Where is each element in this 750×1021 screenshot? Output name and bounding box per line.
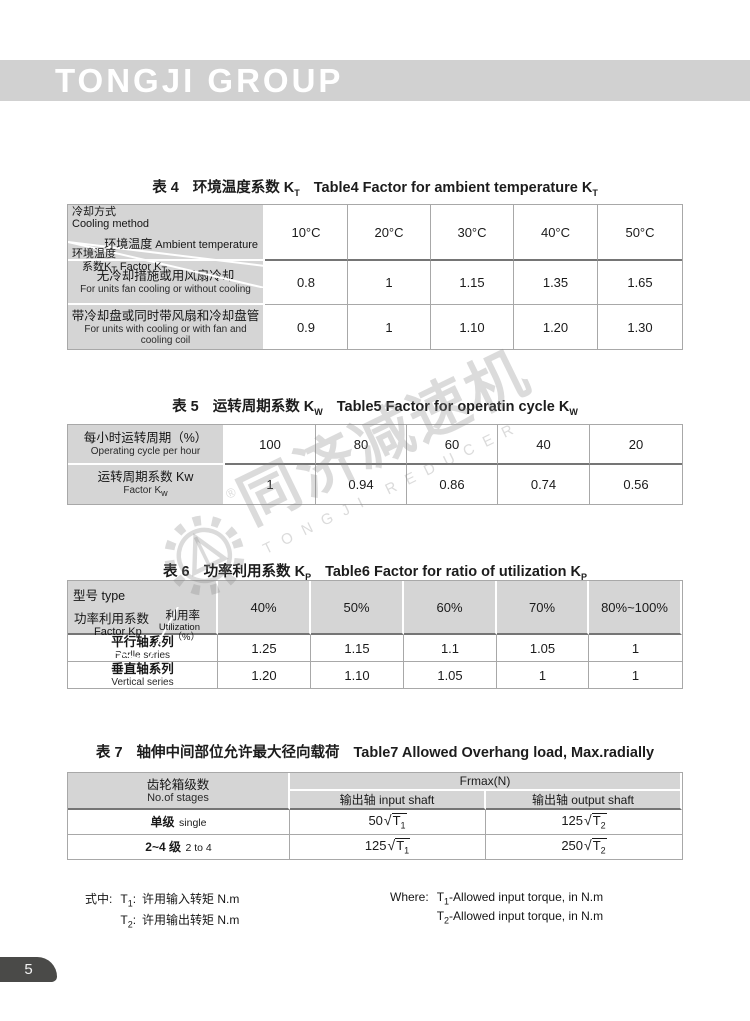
table5-title: 表 5 运转周期系数 KW Table5 Factor for operatin c…	[172, 399, 578, 417]
value-cell: 1.15	[311, 635, 404, 662]
table7-frmax-header: Frmax(N)	[290, 773, 682, 791]
table6-row-label: 垂直轴系列 Vertical series	[68, 662, 218, 688]
value-cell: 0.86	[407, 465, 498, 504]
corner-label-type: 型号 type	[73, 589, 126, 603]
value-cell: 40	[498, 425, 590, 465]
table-row: 带冷却盘或同时带风扇和冷却盘管 For units with cooling o…	[68, 305, 682, 349]
table6-title: 表 6 功率利用系数 KP Table6 Factor for ratio of u…	[162, 564, 588, 582]
company-title: TONGJI GROUP	[55, 62, 344, 99]
value-cell: 0.74	[498, 465, 590, 504]
table7-input-shaft-header: 输出轴 input shaft	[290, 791, 486, 810]
table4-row-label: 带冷却盘或同时带风扇和冷却盘管 For units with cooling o…	[68, 305, 265, 349]
table4-col-header: 10°C	[265, 205, 348, 261]
table-row: 平行轴系列 Parlle series 1.25 1.15 1.1 1.05 1	[68, 635, 682, 662]
header-bar: TONGJI GROUP	[0, 60, 750, 101]
table6: 功率利用系数 Factor Kp 利用率 Utilization （%） 型号 …	[67, 580, 683, 689]
value-cell: 1	[225, 465, 316, 504]
value-cell: 1.25	[218, 635, 311, 662]
value-cell: 1.05	[404, 662, 497, 688]
table4: 环境温度 Ambient temperature 环境温度 系数KT Facto…	[67, 204, 683, 350]
value-cell: 50√T1	[290, 810, 486, 835]
value-cell: 1	[348, 305, 431, 349]
table4-col-header: 50°C	[598, 205, 682, 261]
table-row: 2~4 级 2 to 4 125√T1 250√T2	[68, 835, 682, 859]
table7-stages-header: 齿轮箱级数 No.of stages	[68, 773, 290, 810]
corner-label-ambient: 环境温度 Ambient temperature	[104, 237, 258, 251]
diagonal-divider-lines	[68, 607, 179, 661]
value-cell: 125√T2	[486, 810, 682, 835]
table-row: 垂直轴系列 Vertical series 1.20 1.10 1.05 1 1	[68, 662, 682, 688]
corner-label-factor-kp: 功率利用系数 Factor Kp	[74, 612, 150, 638]
page-number-tab: 5	[0, 957, 57, 982]
value-cell: 1.10	[311, 662, 404, 688]
value-cell: 0.8	[265, 261, 348, 305]
value-cell: 125√T1	[290, 835, 486, 859]
page-number: 5	[24, 961, 33, 978]
value-cell: 1	[589, 635, 682, 662]
value-cell: 1.15	[431, 261, 514, 305]
value-cell: 100	[225, 425, 316, 465]
value-cell: 1	[497, 662, 589, 688]
table6-col-header: 60%	[404, 581, 497, 635]
value-cell: 80	[316, 425, 407, 465]
value-cell: 1.1	[404, 635, 497, 662]
table4-corner-cell: 环境温度 Ambient temperature 环境温度 系数KT Facto…	[68, 205, 265, 288]
corner-label-utilization: 利用率 Utilization （%）	[158, 610, 200, 643]
corner-label-factor: 环境温度 系数KT Factor KT	[72, 248, 167, 276]
table7: 齿轮箱级数 No.of stages Frmax(N) 输出轴 input sh…	[67, 772, 683, 860]
table5-row-label: 每小时运转周期（%） Operating cycle per hour	[68, 425, 225, 465]
value-cell: 1	[348, 261, 431, 305]
table6-col-header: 50%	[311, 581, 404, 635]
value-cell: 250√T2	[486, 835, 682, 859]
value-cell: 0.9	[265, 305, 348, 349]
value-cell: 0.56	[590, 465, 682, 504]
diagonal-divider-lines	[68, 241, 265, 288]
table-row: 每小时运转周期（%） Operating cycle per hour 100 …	[68, 425, 682, 465]
corner-label-cooling: 冷却方式 Cooling method	[72, 206, 150, 230]
table-row: 运转周期系数 Kw Factor Kw 1 0.94 0.86 0.74 0.5…	[68, 465, 682, 504]
table-row: 单级 single 50√T1 125√T2	[68, 810, 682, 835]
value-cell: 1.30	[598, 305, 682, 349]
table6-corner-cell: 功率利用系数 Factor Kp 利用率 Utilization （%） 型号 …	[68, 581, 218, 661]
table5: 每小时运转周期（%） Operating cycle per hour 100 …	[67, 424, 683, 505]
value-cell: 0.94	[316, 465, 407, 504]
value-cell: 20	[590, 425, 682, 465]
table-row: 无冷却措施或用风扇冷却 For units fan cooling or wit…	[68, 261, 682, 305]
table4-col-header: 30°C	[431, 205, 514, 261]
table6-row-label: 平行轴系列 Parlle series	[68, 635, 218, 662]
table5-row-label: 运转周期系数 Kw Factor Kw	[68, 465, 225, 504]
value-cell: 60	[407, 425, 498, 465]
value-cell: 1.20	[218, 662, 311, 688]
table7-output-shaft-header: 输出轴 output shaft	[486, 791, 682, 810]
table7-row-label: 2~4 级 2 to 4	[68, 835, 290, 859]
table4-col-header: 20°C	[348, 205, 431, 261]
table6-col-header: 40%	[218, 581, 311, 635]
table6-col-header: 70%	[497, 581, 589, 635]
value-cell: 1.10	[431, 305, 514, 349]
footnote-english: Where: T1-Allowed input torque, in N.m T…	[390, 890, 604, 926]
table4-col-header: 40°C	[514, 205, 598, 261]
value-cell: 1.65	[598, 261, 682, 305]
value-cell: 1.20	[514, 305, 598, 349]
table6-col-header: 80%~100%	[589, 581, 682, 635]
value-cell: 1.05	[497, 635, 589, 662]
value-cell: 1.35	[514, 261, 598, 305]
footnote-chinese: 式中: T1: 许用输入转矩 N.m T2: 许用输出转矩 N.m	[85, 892, 240, 930]
table4-title: 表 4 环境温度系数 KT Table4 Factor for ambient te…	[152, 180, 598, 198]
table7-title: 表 7 轴伸中间部位允许最大径向载荷 Table7 Allowed Overhang…	[95, 745, 655, 761]
table7-row-label: 单级 single	[68, 810, 290, 835]
value-cell: 1	[589, 662, 682, 688]
